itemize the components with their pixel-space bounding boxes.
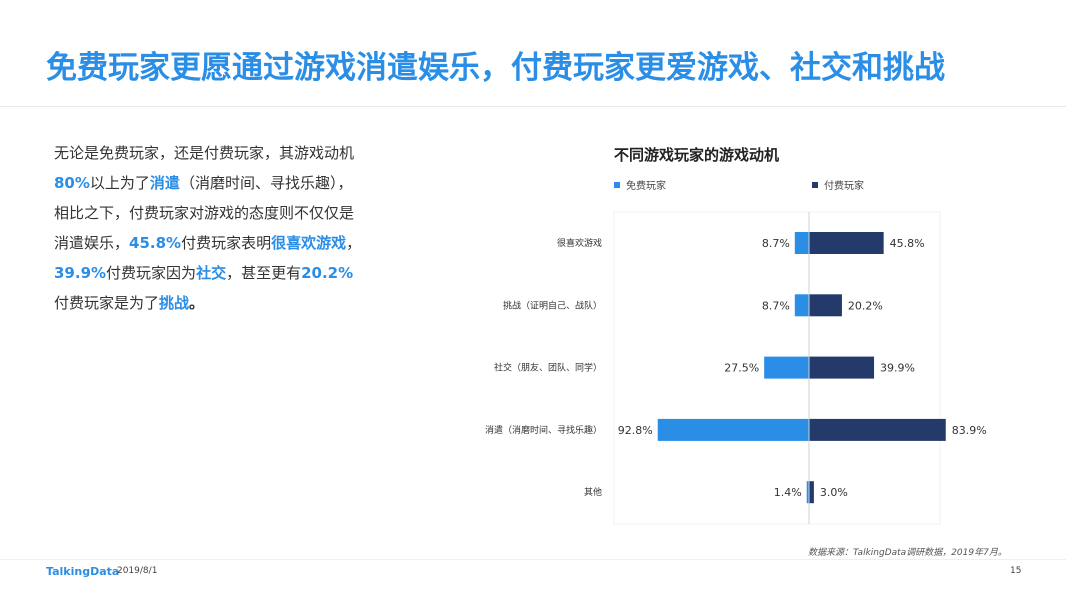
paragraph-text: ，甚至更有 [226,264,302,282]
bar-paid-1 [809,232,884,254]
category-label: 挑战（证明自己、战队） [503,299,602,311]
brand-logo: TalkingData [46,565,120,578]
paragraph-text: 以上为了 [89,174,150,192]
highlight-text: 80% [54,174,90,192]
summary-paragraph: 无论是免费玩家，还是付费玩家，其游戏动机 80%以上为了消遣（消磨时间、寻找乐趣）… [54,138,364,318]
highlight-text: 消遣 [149,174,180,192]
data-label-paid: 3.0% [820,486,848,499]
legend-item-free: 免费玩家 [614,177,666,192]
bar-free-4 [657,418,809,441]
bar-free-3 [764,356,809,379]
data-label-paid: 45.8% [890,237,925,250]
highlight-text: 20.2% [301,264,354,282]
data-source-note: 数据来源：TalkingData调研数据，2019年7月。 [808,548,1007,558]
bar-free-2 [794,294,809,317]
highlight-text: 39.9% [54,264,107,282]
data-label-free: 8.7% [762,237,790,250]
legend-label-free: 免费玩家 [626,181,666,192]
footer-date: 2019/8/1 [117,566,158,576]
paragraph-text: （消磨时间、寻找乐趣），相比之下，付费玩家对游戏的态度则不仅仅是消遣娱乐， [54,174,355,252]
highlight-text: 社交 [196,264,227,282]
data-label-free: 27.5% [724,362,759,375]
bar-free-1 [794,232,809,254]
legend-item-paid: 付费玩家 [812,177,864,192]
paragraph-text: ， [346,234,362,252]
page-title: 免费玩家更愿通过游戏消遣娱乐，付费玩家更爱游戏、社交和挑战 [46,50,945,86]
paragraph-text: 。 [189,294,205,312]
category-label: 消遣（消磨时间、寻找乐趣） [485,424,602,436]
data-label-free: 92.8% [618,424,653,437]
data-label-paid: 83.9% [952,424,987,437]
highlight-text: 很喜欢游戏 [271,234,347,252]
paragraph-text: 无论是免费玩家，还是付费玩家，其游戏动机 [54,144,355,162]
title-divider [0,106,1066,107]
legend-swatch-free [614,182,620,188]
paragraph-text: 付费玩家是为了 [54,294,160,312]
data-label-paid: 39.9% [880,362,915,375]
chart-title: 不同游戏玩家的游戏动机 [614,146,780,164]
bar-paid-4 [809,418,946,441]
bar-paid-3 [809,356,875,379]
highlight-text: 挑战 [159,294,190,312]
bar-free-5 [806,481,809,504]
legend-label-paid: 付费玩家 [824,181,864,192]
category-label: 很喜欢游戏 [557,237,602,249]
bar-paid-5 [809,481,814,504]
category-label: 其他 [584,486,602,498]
bar-paid-2 [809,294,842,317]
category-label: 社交（朋友、团队、同学） [494,362,602,374]
data-label-free: 8.7% [762,299,790,312]
page-number: 15 [1010,566,1022,576]
legend-swatch-paid [812,182,818,188]
data-label-free: 1.4% [774,486,802,499]
plot-frame [613,211,941,525]
highlight-text: 45.8% [129,234,182,252]
data-label-paid: 20.2% [848,299,883,312]
footer-divider [0,559,1066,560]
paragraph-text: 付费玩家因为 [106,264,197,282]
paragraph-text: 付费玩家表明 [181,234,272,252]
